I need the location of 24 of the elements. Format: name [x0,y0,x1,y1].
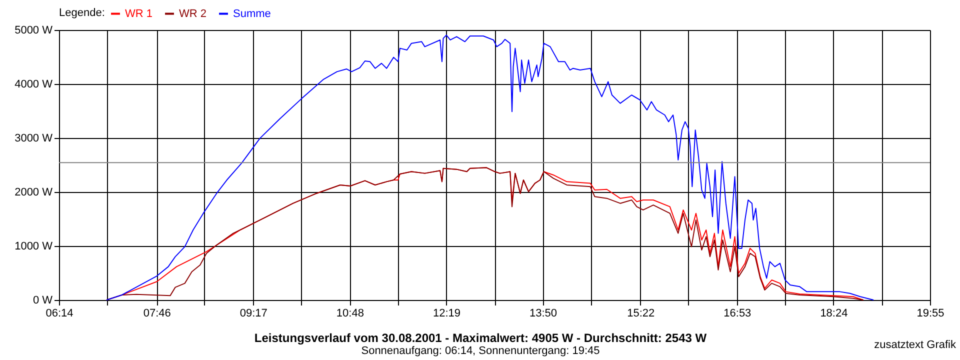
x-tick-label: 06:14 [46,308,74,320]
y-tick-label: 1000 W [14,240,54,252]
legend-label: WR 1 [125,8,152,20]
y-tick-label: 3000 W [14,132,54,144]
x-tick-label: 07:46 [143,308,171,320]
legend-title: Legende: [59,7,105,19]
text: zusatztext Grafik [874,339,956,351]
x-tick-label: 09:17 [240,308,268,320]
text: Leistungsverlauf vom 30.08.2001 - Maximalwert: 4905 W - Durchschnitt: 2543 W [254,331,708,345]
x-tick-label: 13:50 [530,308,558,320]
y-tick-label: 5000 W [14,24,54,36]
y-tick-label: 4000 W [14,78,54,90]
text: Sonnenaufgang: 06:14, Sonnenuntergang: 19:45 [361,345,600,357]
x-tick-label: 19:55 [916,308,944,320]
x-tick-label: 18:24 [820,308,848,320]
y-tick-label: 0 W [32,294,54,306]
x-tick-label: 16:53 [724,308,752,320]
legend-label: WR 2 [179,8,206,20]
x-tick-label: 15:22 [627,308,655,320]
x-tick-label: 12:19 [432,308,460,320]
y-tick-label: 2000 W [14,186,54,198]
legend-label: Summe [233,8,271,20]
line-series [106,34,874,300]
x-tick-label: 10:48 [336,308,364,320]
